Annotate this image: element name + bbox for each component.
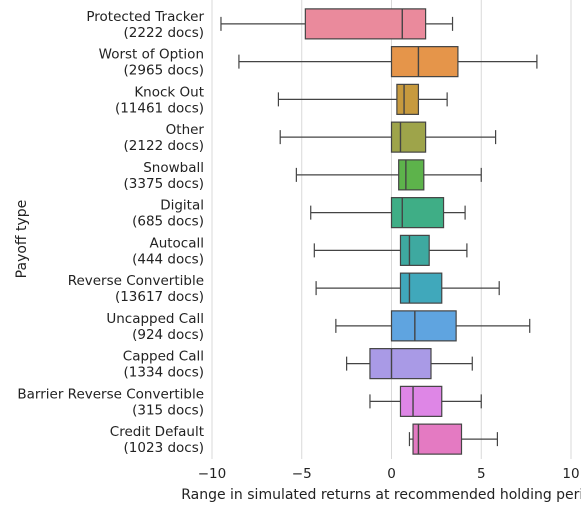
category-label: Knock Out <box>134 84 204 100</box>
category-count: (1023 docs) <box>124 440 204 456</box>
category-count: (315 docs) <box>132 402 204 418</box>
category-label: Protected Tracker <box>86 9 204 25</box>
category-count: (924 docs) <box>132 327 204 343</box>
category-count: (444 docs) <box>132 251 204 267</box>
category-label: Worst of Option <box>99 47 204 63</box>
x-tick-label: −10 <box>198 466 227 482</box>
category-count: (11461 docs) <box>115 100 204 116</box>
box-other <box>279 121 497 153</box>
x-axis-label: Range in simulated returns at recommende… <box>181 487 581 503</box>
category-count: (2122 docs) <box>124 138 204 154</box>
category-label: Reverse Convertible <box>68 273 204 289</box>
category-count: (3375 docs) <box>124 176 204 192</box>
box-snowball <box>295 159 482 191</box>
iqr-box <box>390 197 445 229</box>
iqr-box <box>390 121 427 153</box>
iqr-box <box>390 46 459 78</box>
x-tick-label: 0 <box>387 466 396 482</box>
category-label: Credit Default <box>110 424 204 440</box>
category-label: Autocall <box>149 235 204 251</box>
iqr-box <box>396 83 420 115</box>
category-label: Uncapped Call <box>106 311 204 327</box>
iqr-box <box>304 8 427 40</box>
box-capped-call <box>346 348 473 380</box>
x-tick-label: −5 <box>292 466 312 482</box>
box-uncapped-call <box>335 310 531 342</box>
box-autocall <box>313 234 468 266</box>
category-label: Barrier Reverse Convertible <box>17 386 204 402</box>
iqr-box <box>369 348 432 380</box>
box-reverse-convertible <box>315 272 500 304</box>
category-count: (685 docs) <box>132 214 204 230</box>
box-protected-tracker <box>220 8 454 40</box>
iqr-box <box>399 272 443 304</box>
box-worst-of-option <box>238 46 538 78</box>
x-tick-label: 5 <box>477 466 486 482</box>
category-label: Capped Call <box>123 349 204 365</box>
category-label: Snowball <box>143 160 204 176</box>
iqr-box <box>399 234 430 266</box>
iqr-box <box>390 310 457 342</box>
iqr-box <box>412 423 463 455</box>
iqr-box <box>398 159 425 191</box>
box-knock-out <box>277 83 448 115</box>
category-label: Digital <box>160 198 204 214</box>
category-count: (13617 docs) <box>115 289 204 305</box>
x-tick-label: 10 <box>562 466 579 482</box>
iqr-box <box>399 385 443 417</box>
box-layer <box>220 8 538 455</box>
x-tick-labels: −10 −5 0 5 10 <box>198 466 580 482</box>
category-count: (2965 docs) <box>124 63 204 79</box>
category-label: Other <box>166 122 205 138</box>
category-labels: Protected Tracker(2222 docs) Worst of Opt… <box>17 9 204 456</box>
category-count: (2222 docs) <box>124 25 204 41</box>
box-barrier-reverse-convertible <box>369 385 482 417</box>
box-credit-default <box>408 423 499 455</box>
category-count: (1334 docs) <box>124 365 204 381</box>
y-axis-label: Payoff type <box>14 200 30 279</box>
box-digital <box>310 197 466 229</box>
